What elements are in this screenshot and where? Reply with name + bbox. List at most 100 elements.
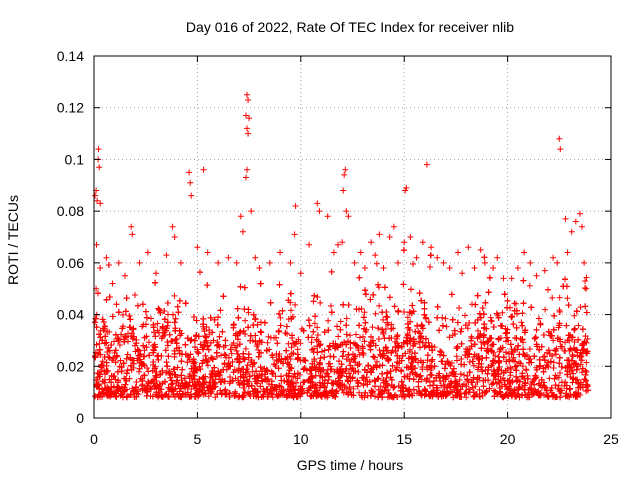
- data-point: [470, 353, 477, 360]
- data-point: [427, 362, 433, 369]
- data-point: [176, 297, 183, 304]
- data-point: [229, 342, 235, 348]
- data-point: [481, 259, 488, 266]
- data-point: [217, 372, 224, 378]
- data-point: [347, 345, 354, 351]
- data-point: [340, 187, 347, 194]
- data-point: [352, 359, 359, 366]
- data-point: [227, 346, 234, 353]
- data-point: [471, 341, 478, 348]
- data-point: [566, 394, 573, 401]
- data-point: [170, 391, 177, 398]
- data-point: [115, 337, 122, 344]
- data-point: [241, 356, 248, 363]
- data-point: [243, 174, 249, 181]
- data-point: [439, 322, 446, 329]
- data-point: [105, 344, 112, 351]
- data-point: [233, 259, 240, 266]
- data-point: [550, 326, 557, 333]
- data-point: [479, 305, 486, 311]
- data-point: [495, 353, 502, 360]
- data-point: [165, 384, 172, 391]
- data-point: [556, 354, 563, 361]
- data-point: [316, 379, 323, 386]
- data-point: [194, 379, 201, 386]
- data-point: [325, 346, 332, 353]
- data-point: [92, 319, 98, 326]
- data-point: [423, 161, 430, 168]
- data-point: [383, 326, 389, 332]
- data-point: [520, 277, 527, 284]
- data-point: [361, 309, 368, 316]
- data-point: [582, 333, 589, 340]
- data-point: [215, 259, 222, 266]
- data-point: [458, 325, 465, 332]
- data-point: [403, 364, 410, 371]
- data-point: [200, 166, 207, 173]
- data-point: [153, 385, 160, 392]
- data-point: [95, 146, 102, 153]
- data-point: [346, 370, 353, 377]
- data-point: [370, 291, 377, 298]
- data-point: [519, 322, 526, 329]
- data-point: [118, 331, 125, 338]
- data-point: [207, 314, 214, 321]
- data-point: [257, 383, 264, 390]
- data-point: [122, 272, 128, 279]
- data-point: [447, 380, 453, 387]
- data-point: [205, 346, 212, 353]
- data-point: [221, 351, 228, 358]
- data-point: [278, 388, 285, 395]
- data-point: [266, 259, 273, 266]
- data-point: [437, 378, 444, 384]
- data-point: [97, 265, 104, 271]
- data-point: [469, 384, 476, 391]
- data-point: [96, 340, 103, 347]
- data-point: [98, 361, 105, 368]
- data-point: [167, 374, 174, 381]
- data-point: [458, 356, 465, 362]
- data-point: [360, 380, 367, 387]
- data-point: [269, 370, 276, 377]
- data-point: [343, 341, 349, 348]
- data-point: [398, 343, 405, 350]
- data-point: [491, 393, 498, 400]
- data-point: [442, 315, 449, 322]
- data-point: [439, 358, 446, 365]
- data-point: [579, 223, 585, 230]
- data-point: [269, 370, 276, 377]
- data-point: [457, 328, 464, 335]
- data-point: [236, 330, 243, 336]
- data-point: [153, 270, 159, 277]
- data-point: [231, 366, 238, 373]
- data-point: [246, 115, 253, 122]
- data-point: [162, 327, 169, 334]
- data-point: [210, 337, 217, 344]
- data-point: [421, 299, 428, 306]
- data-point: [395, 307, 402, 314]
- data-point: [521, 249, 528, 256]
- data-point: [550, 365, 557, 371]
- data-point: [356, 322, 363, 329]
- data-point: [245, 130, 252, 137]
- data-point: [285, 372, 292, 379]
- data-point: [155, 305, 162, 312]
- data-point: [290, 373, 297, 380]
- data-point: [102, 323, 108, 330]
- data-point: [503, 349, 509, 356]
- data-point: [370, 353, 377, 360]
- data-point: [545, 359, 552, 366]
- data-point: [474, 366, 481, 373]
- data-point: [545, 286, 551, 293]
- data-point: [573, 366, 580, 373]
- data-point: [450, 365, 457, 372]
- data-point: [109, 280, 116, 287]
- data-point: [141, 353, 148, 360]
- data-point: [504, 297, 511, 304]
- data-point: [443, 323, 450, 330]
- data-point: [360, 352, 367, 358]
- data-points: [92, 91, 591, 401]
- data-point: [515, 391, 522, 398]
- data-point: [155, 352, 162, 359]
- data-point: [115, 379, 121, 386]
